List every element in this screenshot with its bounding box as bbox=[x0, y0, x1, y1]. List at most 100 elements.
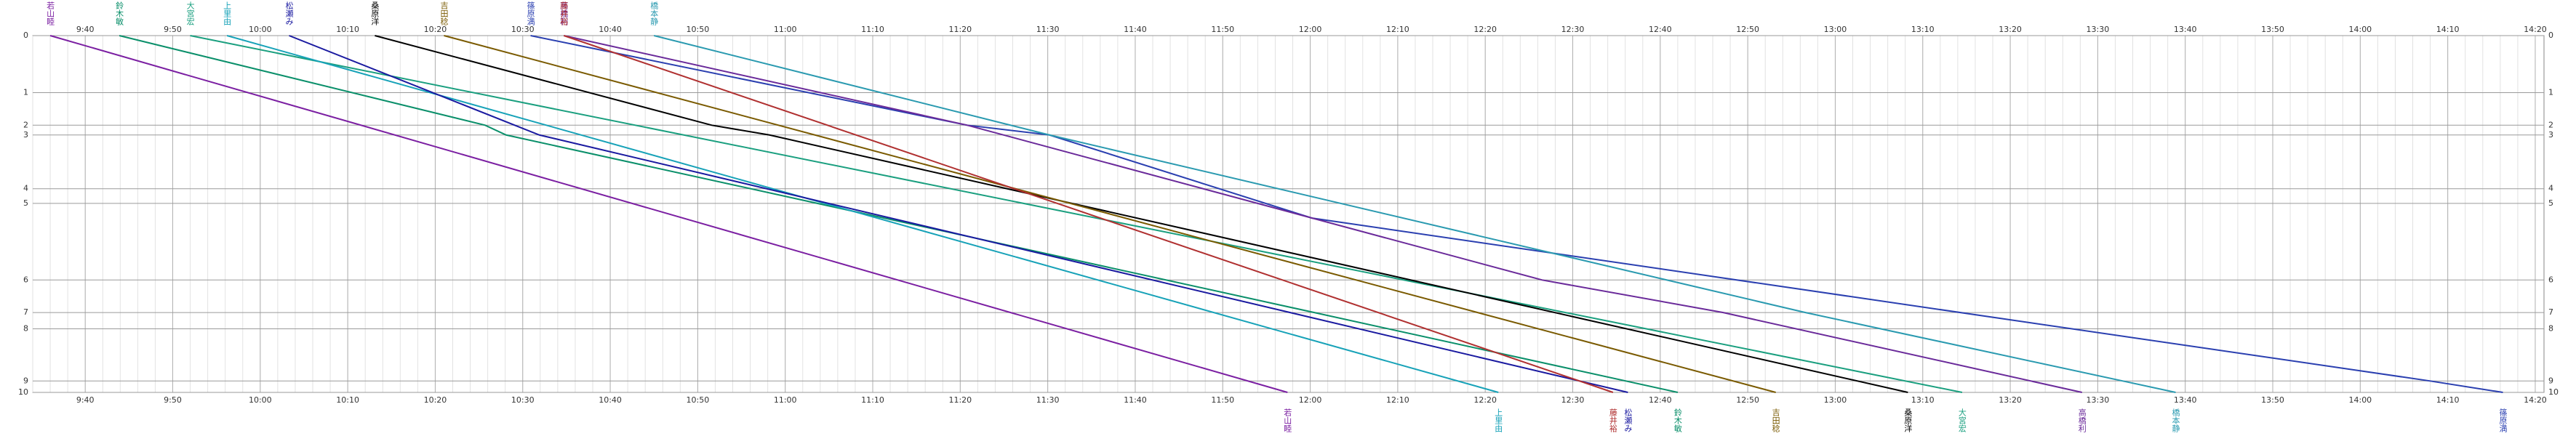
end-label: 大宮宏 bbox=[1957, 408, 1967, 433]
start-label: 高橋利 bbox=[559, 1, 569, 25]
x-tick-label: 12:10 bbox=[1386, 25, 1409, 34]
x-tick-label: 11:30 bbox=[1036, 25, 1060, 34]
train-line bbox=[564, 35, 2082, 393]
end-label: 若山睦 bbox=[1283, 408, 1292, 432]
x-tick-label: 12:50 bbox=[1736, 395, 1759, 405]
end-label: 鈴木敏 bbox=[1673, 408, 1682, 433]
x-tick-label: 11:40 bbox=[1124, 395, 1147, 405]
y-tick-label: 5 bbox=[2548, 198, 2553, 208]
x-tick-label: 12:40 bbox=[1649, 25, 1672, 34]
x-tick-label: 12:30 bbox=[1561, 395, 1585, 405]
y-tick-label: 8 bbox=[23, 324, 28, 334]
y-tick-label: 4 bbox=[23, 184, 28, 193]
y-tick-label: 3 bbox=[2548, 130, 2553, 140]
end-label: 桑原洋 bbox=[1903, 408, 1913, 432]
x-tick-label: 12:10 bbox=[1386, 395, 1409, 405]
plot-area bbox=[32, 35, 2545, 393]
x-tick-label: 11:00 bbox=[774, 395, 797, 405]
x-tick-label: 10:10 bbox=[336, 395, 359, 405]
start-label: 藤井裕 bbox=[559, 1, 569, 26]
x-tick-label: 11:50 bbox=[1211, 25, 1234, 34]
start-label: 橋本静 bbox=[649, 1, 659, 25]
end-label: 松瀬み bbox=[1623, 408, 1633, 432]
x-tick-label: 13:40 bbox=[2174, 395, 2197, 405]
start-label: 松瀬み bbox=[284, 1, 294, 25]
x-tick-label: 13:30 bbox=[2087, 395, 2110, 405]
y-tick-label: 2 bbox=[23, 120, 28, 129]
train-line bbox=[190, 35, 1963, 393]
y-tick-label: 0 bbox=[2548, 31, 2553, 40]
x-tick-label: 10:00 bbox=[249, 25, 272, 34]
x-tick-label: 11:20 bbox=[948, 395, 972, 405]
y-tick-label: 10 bbox=[18, 387, 28, 397]
x-tick-label: 13:20 bbox=[1999, 25, 2022, 34]
start-label: 桑原洋 bbox=[370, 1, 380, 25]
train-line bbox=[530, 35, 2503, 393]
y-tick-label: 10 bbox=[2548, 387, 2559, 397]
y-tick-label: 1 bbox=[23, 87, 28, 97]
y-tick-label: 8 bbox=[2548, 324, 2553, 334]
x-tick-label: 9:40 bbox=[76, 25, 95, 34]
y-tick-label: 6 bbox=[2548, 275, 2553, 284]
x-tick-label: 10:50 bbox=[687, 25, 710, 34]
x-tick-label: 11:50 bbox=[1211, 395, 1234, 405]
x-tick-label: 9:40 bbox=[76, 395, 95, 405]
x-tick-label: 10:40 bbox=[599, 25, 622, 34]
end-label: 橋本静 bbox=[2171, 408, 2180, 432]
x-tick-label: 13:50 bbox=[2261, 395, 2284, 405]
start-label: 若山睦 bbox=[46, 1, 55, 25]
x-tick-label: 11:10 bbox=[861, 395, 884, 405]
x-tick-label: 11:30 bbox=[1036, 395, 1060, 405]
x-tick-label: 14:00 bbox=[2348, 395, 2372, 405]
x-tick-label: 13:40 bbox=[2174, 25, 2197, 34]
y-tick-label: 4 bbox=[2548, 184, 2553, 193]
y-tick-label: 6 bbox=[23, 275, 28, 284]
end-label: 高橋利 bbox=[2077, 408, 2087, 432]
x-tick-label: 13:00 bbox=[1824, 25, 1847, 34]
x-tick-label: 10:10 bbox=[336, 25, 359, 34]
x-tick-label: 14:00 bbox=[2348, 25, 2372, 34]
x-tick-label: 12:20 bbox=[1473, 395, 1497, 405]
train-line bbox=[444, 35, 1776, 393]
x-tick-label: 10:40 bbox=[599, 395, 622, 405]
end-label: 篠原満 bbox=[2498, 408, 2508, 433]
x-tick-label: 13:50 bbox=[2261, 25, 2284, 34]
train-line bbox=[289, 35, 1628, 393]
end-label: 藤井裕 bbox=[1608, 408, 1617, 433]
x-tick-label: 10:20 bbox=[424, 25, 447, 34]
x-tick-label: 14:20 bbox=[2524, 395, 2547, 405]
start-label: 上里由 bbox=[223, 1, 232, 25]
y-tick-label: 9 bbox=[23, 376, 28, 385]
x-tick-label: 13:10 bbox=[1911, 25, 1935, 34]
x-tick-label: 12:20 bbox=[1473, 25, 1497, 34]
x-tick-label: 12:30 bbox=[1561, 25, 1585, 34]
train-line bbox=[119, 35, 1679, 393]
y-tick-label: 5 bbox=[23, 198, 28, 208]
x-tick-label: 11:40 bbox=[1124, 25, 1147, 34]
end-label: 上里由 bbox=[1494, 408, 1503, 432]
start-label: 鈴木敏 bbox=[115, 1, 124, 26]
train-line bbox=[49, 35, 1288, 393]
y-tick-label: 9 bbox=[2548, 376, 2553, 385]
x-tick-label: 10:30 bbox=[511, 395, 535, 405]
y-tick-label: 1 bbox=[2548, 87, 2553, 97]
x-tick-label: 13:00 bbox=[1824, 395, 1847, 405]
y-tick-label: 7 bbox=[23, 307, 28, 317]
x-tick-label: 9:50 bbox=[164, 25, 182, 34]
x-tick-label: 13:30 bbox=[2087, 25, 2110, 34]
x-tick-label: 11:10 bbox=[861, 25, 884, 34]
x-tick-label: 10:20 bbox=[424, 395, 447, 405]
x-tick-label: 10:30 bbox=[511, 25, 535, 34]
x-tick-label: 14:20 bbox=[2524, 25, 2547, 34]
y-tick-label: 7 bbox=[2548, 307, 2553, 317]
start-label: 大宮宏 bbox=[185, 1, 195, 26]
x-tick-label: 14:10 bbox=[2436, 395, 2460, 405]
x-tick-label: 12:00 bbox=[1299, 25, 1322, 34]
train-line bbox=[375, 35, 1908, 393]
start-label: 篠原満 bbox=[526, 1, 535, 26]
x-tick-label: 13:20 bbox=[1999, 395, 2022, 405]
train-line bbox=[653, 35, 2176, 393]
x-tick-label: 10:00 bbox=[249, 395, 272, 405]
y-tick-label: 0 bbox=[23, 31, 28, 40]
